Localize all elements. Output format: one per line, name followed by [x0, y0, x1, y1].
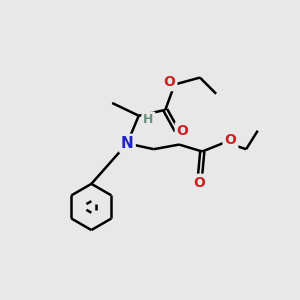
Text: N: N [121, 136, 134, 151]
Text: H: H [143, 113, 154, 126]
Text: O: O [224, 133, 236, 147]
Text: O: O [193, 176, 205, 190]
Text: O: O [177, 124, 189, 138]
Text: O: O [164, 75, 175, 89]
